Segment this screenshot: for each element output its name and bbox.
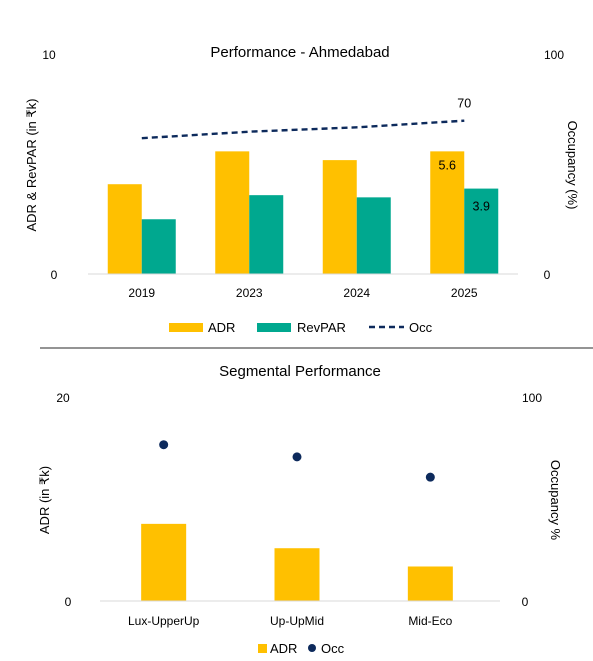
- chart1-y2-axis-label: Occupancy (%): [565, 121, 580, 210]
- chart1-data-label-revpar-2025: 3.9: [473, 200, 490, 214]
- chart1-bar-revpar-2019: [141, 219, 176, 274]
- chart2-legend-occ-label: Occ: [321, 641, 345, 656]
- chart1-legend-adr-label: ADR: [208, 320, 235, 335]
- chart1-data-label-occ-2025: 70: [457, 97, 471, 111]
- chart1-x-tick-2023: 2023: [236, 286, 263, 300]
- chart2-occ-markers: [159, 440, 435, 482]
- chart1-data-label-adr-2025: 5.6: [439, 158, 456, 172]
- chart1-x-tick-2019: 2019: [128, 286, 155, 300]
- chart2-legend-occ-swatch: [308, 644, 316, 652]
- chart2-x-ticks: Lux-UpperUp Up-UpMid Mid-Eco: [128, 614, 453, 628]
- chart1-x-tick-2025: 2025: [451, 286, 478, 300]
- chart2-y2-tick-min: 0: [522, 595, 529, 609]
- chart2-x-tick-Mid-Eco: Mid-Eco: [408, 614, 452, 628]
- chart1-bar-adr-2024: [322, 160, 357, 274]
- chart1-bar-revpar-2023: [249, 195, 284, 274]
- chart1-occ-line: [141, 119, 465, 140]
- chart1-legend-revpar-swatch: [257, 323, 291, 332]
- chart2-y2-tick-max: 100: [522, 391, 542, 405]
- chart2-title: Segmental Performance: [219, 363, 381, 380]
- chart1-x-tick-2024: 2024: [343, 286, 370, 300]
- chart1-legend-revpar-label: RevPAR: [297, 320, 346, 335]
- chart2-occ-marker-Lux-UpperUp: [159, 440, 169, 450]
- chart1-y-tick-min: 0: [51, 268, 58, 282]
- chart2-y-tick-min: 0: [65, 595, 72, 609]
- chart1-bar-revpar-2024: [356, 197, 391, 274]
- chart2-legend-adr-swatch: [258, 644, 267, 653]
- chart1-title: Performance - Ahmedabad: [210, 44, 389, 61]
- chart1-bar-revpar-2025: [464, 188, 499, 274]
- chart-segmental: Segmental Performance 20 0 100 0 ADR (in…: [37, 363, 563, 656]
- chart1-x-ticks: 2019 2023 2024 2025: [128, 286, 478, 300]
- chart1-legend: ADR RevPAR Occ: [169, 320, 433, 335]
- chart1-y-axis-label: ADR & RevPAR (in ₹k): [24, 99, 39, 232]
- chart1-bar-adr-2025: [430, 151, 465, 274]
- chart2-occ-marker-Mid-Eco: [425, 472, 435, 482]
- chart1-bars: [107, 151, 499, 274]
- chart2-legend-adr-label: ADR: [270, 641, 297, 656]
- chart2-x-tick-Up-UpMid: Up-UpMid: [270, 614, 324, 628]
- chart2-y-tick-max: 20: [56, 391, 70, 405]
- chart2-bar-adr-Lux-UpperUp: [141, 523, 187, 601]
- chart2-bar-adr-Up-UpMid: [274, 548, 320, 601]
- chart1-y2-tick-max: 100: [544, 48, 564, 62]
- chart1-bar-adr-2019: [107, 184, 142, 274]
- chart2-bars: [141, 523, 453, 601]
- chart1-y2-tick-min: 0: [544, 268, 551, 282]
- chart1-y-tick-max: 10: [42, 48, 56, 62]
- chart2-y-axis-label: ADR (in ₹k): [37, 466, 52, 534]
- chart2-y2-axis-label: Occupancy %: [548, 460, 563, 541]
- chart2-legend: ADR Occ: [258, 641, 345, 656]
- chart-performance: Performance - Ahmedabad 10 0 100 0 ADR &…: [24, 44, 580, 335]
- chart1-legend-occ-label: Occ: [409, 320, 433, 335]
- chart2-occ-marker-Up-UpMid: [292, 452, 302, 462]
- chart1-bar-adr-2023: [215, 151, 250, 274]
- chart1-legend-adr-swatch: [169, 323, 203, 332]
- chart2-bar-adr-Mid-Eco: [407, 566, 453, 601]
- chart2-x-tick-Lux-UpperUp: Lux-UpperUp: [128, 614, 200, 628]
